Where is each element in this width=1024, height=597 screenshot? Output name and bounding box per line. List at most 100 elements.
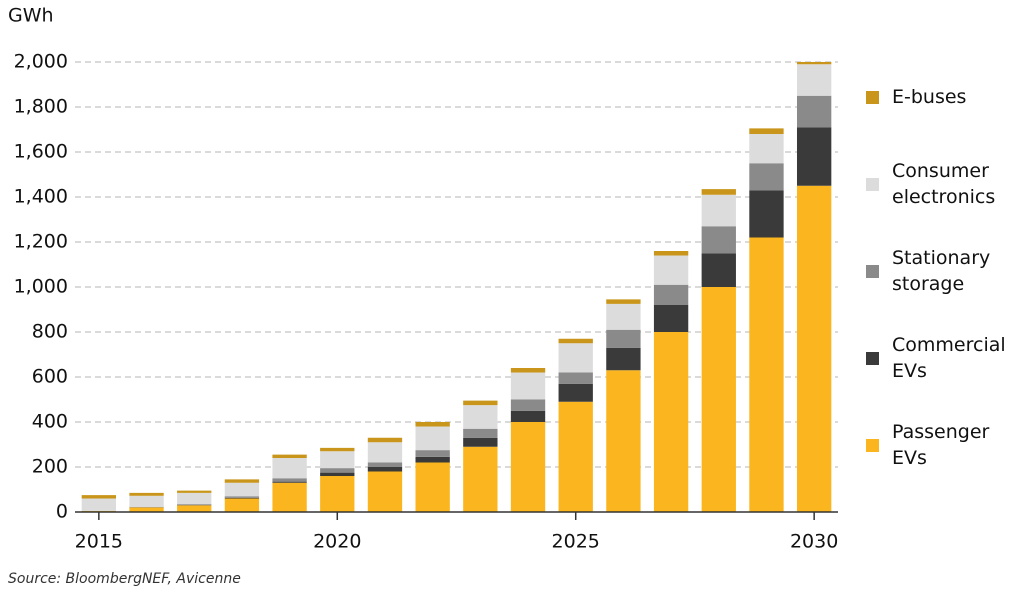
bar-segment — [796, 95, 832, 128]
bar-segment — [749, 128, 784, 134]
legend-swatch — [866, 351, 879, 365]
legend-label: Passenger EVs — [892, 421, 990, 469]
bar-segment — [367, 437, 403, 443]
y-tick-label: 200 — [32, 456, 68, 478]
y-tick-label: 1,800 — [14, 96, 68, 118]
bar-segment — [320, 447, 355, 452]
bar-segment — [415, 456, 450, 463]
source-note: Source: BloombergNEF, Avicenne — [8, 571, 241, 587]
bar-segment — [81, 498, 117, 511]
bar-segment — [463, 437, 498, 447]
bar-segment — [320, 472, 355, 476]
bar-segment — [129, 492, 164, 496]
bar-segment — [415, 450, 450, 457]
bar-segment — [653, 255, 689, 285]
bar-segment — [701, 226, 736, 254]
bar-segment — [224, 482, 260, 497]
legend-swatch — [866, 90, 879, 104]
bar-segment — [320, 476, 355, 512]
bar-segment — [701, 253, 736, 287]
bar-segment — [796, 127, 832, 186]
y-tick-label: 400 — [32, 411, 68, 433]
bar-segment — [272, 454, 307, 458]
legend-item: Stationary storage — [866, 245, 1016, 297]
bar-segment — [510, 368, 546, 373]
bar-segment — [606, 299, 641, 304]
y-tick-label: 2,000 — [14, 51, 68, 73]
legend-swatch — [866, 177, 879, 191]
legend-label: E-buses — [892, 86, 967, 108]
bar-segment — [272, 482, 307, 512]
bar-segment — [367, 467, 403, 472]
bar-segment — [606, 303, 641, 330]
bar-segment — [558, 383, 593, 402]
bar-segment — [272, 481, 307, 483]
bar-segment — [129, 507, 164, 512]
bar-segment — [81, 495, 117, 499]
bar-segment — [749, 134, 784, 164]
bar-segment — [749, 163, 784, 191]
bar-segment — [796, 62, 832, 65]
bar-segment — [367, 462, 403, 467]
y-tick-label: 800 — [32, 321, 68, 343]
y-tick-label: 1,200 — [14, 231, 68, 253]
y-tick-label: 1,400 — [14, 186, 68, 208]
bar-segment — [510, 422, 546, 512]
bar-segment — [510, 399, 546, 411]
legend-swatch — [866, 438, 879, 452]
x-tick-label: 2020 — [313, 531, 361, 553]
bar-segment — [224, 498, 260, 512]
legend-item: E-buses — [866, 84, 1016, 110]
bar-segment — [463, 446, 498, 512]
bar-segment — [177, 505, 212, 512]
bar-segment — [367, 442, 403, 463]
bar-segment — [510, 410, 546, 422]
bar-segment — [415, 422, 450, 427]
bar-segment — [510, 372, 546, 400]
bar-segment — [558, 372, 593, 384]
legend-label: Stationary storage — [892, 247, 991, 295]
legend-label: Commercial EVs — [892, 334, 1006, 382]
legend-label: Consumer electronics — [892, 160, 996, 208]
x-tick-label: 2015 — [75, 531, 123, 553]
bar-segment — [701, 287, 736, 512]
bar-segment — [463, 400, 498, 406]
bar-segment — [558, 401, 593, 512]
bar-segment — [463, 428, 498, 438]
bar-segment — [177, 504, 212, 505]
bar-segment — [177, 490, 212, 493]
bar-segment — [606, 370, 641, 512]
legend-item: Consumer electronics — [866, 158, 1016, 210]
bar-segment — [796, 64, 832, 96]
bar-segment — [367, 471, 403, 512]
x-tick-label: 2030 — [790, 531, 838, 553]
bar-segment — [653, 251, 689, 256]
bar-segment — [796, 185, 832, 512]
legend-item: Passenger EVs — [866, 419, 1016, 471]
bar-segment — [224, 496, 260, 498]
bar-segment — [701, 189, 736, 195]
bar-segment — [224, 479, 260, 483]
bar-segment — [415, 462, 450, 512]
bar-segment — [463, 405, 498, 429]
bar-segment — [749, 237, 784, 512]
bar-segment — [224, 497, 260, 499]
bar-segment — [415, 426, 450, 451]
bar-segment — [320, 451, 355, 469]
legend-item: Commercial EVs — [866, 332, 1016, 384]
bar-segment — [653, 305, 689, 332]
y-tick-label: 1,000 — [14, 276, 68, 298]
bar-segment — [177, 492, 212, 505]
bar-segment — [606, 347, 641, 371]
bar-segment — [653, 332, 689, 512]
legend-swatch — [866, 264, 879, 278]
bar-segment — [653, 284, 689, 305]
bar-segment — [701, 194, 736, 227]
y-axis-label: GWh — [8, 5, 54, 27]
y-tick-label: 1,600 — [14, 141, 68, 163]
y-tick-label: 600 — [32, 366, 68, 388]
bar-segment — [272, 458, 307, 479]
y-tick-label: 0 — [56, 501, 68, 523]
